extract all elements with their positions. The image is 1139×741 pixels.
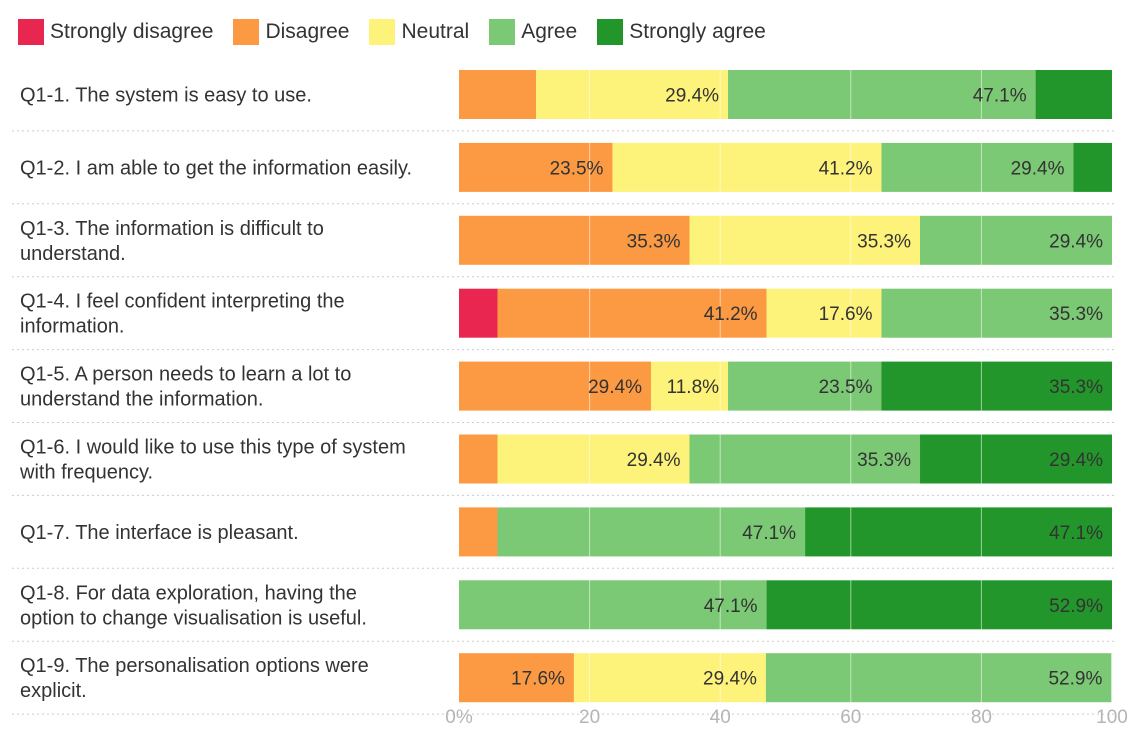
bar-segment [459,507,498,557]
segment-label: 23.5% [819,377,873,398]
bar-segment [459,215,690,265]
bar-segment [459,70,537,119]
x-tick-label: 100 [1096,707,1128,728]
legend-swatch [489,19,516,45]
segment-label: 35.3% [1049,304,1103,325]
segment-label: 23.5% [550,158,604,179]
x-tick-label: 40 [710,707,731,728]
bar-segment [920,215,1112,265]
bar-segment [459,580,767,630]
legend-item: Strongly disagree [18,19,213,45]
bar-segment [689,434,921,484]
legend-swatch [233,19,260,45]
bar-segment [805,507,1112,557]
bar-segment [459,142,613,192]
segment-label: 47.1% [973,86,1027,107]
bar-segment [612,142,882,192]
segment-label: 47.1% [1049,523,1103,544]
segment-label: 35.3% [857,450,911,471]
bar-segment [881,361,1112,411]
bar-segment [1035,70,1112,119]
x-tick-label: 80 [971,707,992,728]
bar-segment [459,361,651,411]
segment-label: 29.4% [627,450,681,471]
x-tick-label: 20 [579,707,600,728]
question-label: Q1-7. The interface is pleasant. [20,522,299,544]
bar-segment [765,653,1112,703]
bar-segment [1073,142,1112,192]
x-tick-label: 60 [840,707,861,728]
bar-segment [728,70,1036,119]
legend-label: Agree [521,20,578,43]
bar-segment [497,288,767,338]
bar-segment [689,215,921,265]
bar-segment [766,288,882,338]
legend-label: Neutral [401,20,470,43]
bar-segment [497,507,806,557]
question-label: Q1-8. For data exploration, having the op… [20,582,367,629]
question-label: Q1-2. I am able to get the information e… [20,157,412,179]
bar-segment [920,434,1112,484]
segment-label: 47.1% [704,596,758,617]
segment-label: 29.4% [588,377,642,398]
segment-label: 29.4% [703,669,757,690]
bar-segment [881,142,1074,192]
bar-segment [459,288,498,338]
segment-label: 41.2% [704,304,758,325]
question-label: Q1-6. I would like to use this type of s… [19,437,406,484]
bar-segment [728,361,882,411]
segment-label: 35.3% [1049,377,1103,398]
question-label: Q1-4. I feel confident interpreting the i… [20,291,345,338]
segment-label: 52.9% [1048,669,1102,690]
segment-label: 52.9% [1049,596,1103,617]
segment-label: 11.8% [667,377,720,398]
segment-label: 29.4% [665,86,719,107]
legend-label: Disagree [265,20,350,43]
legend-item: Neutral [369,19,469,45]
bar-segment [650,361,729,411]
bar-segment [497,434,690,484]
legend-label: Strongly agree [629,20,766,43]
segment-label: 29.4% [1049,450,1103,471]
question-label: Q1-9. The personalisation options were ex… [20,655,369,702]
legend-swatch [369,19,396,45]
segment-label: 41.2% [819,158,873,179]
x-tick-label: 0% [445,707,473,728]
segment-label: 17.6% [819,304,873,325]
question-label: Q1-1. The system is easy to use. [20,85,312,107]
bar-segment [459,653,574,703]
bar-segment [766,580,1112,630]
question-label: Q1-3. The information is difficult to und… [20,218,324,265]
bars-group [459,70,1112,703]
bar-segment [881,288,1112,338]
legend-swatch [597,19,624,45]
legend-swatch [18,19,44,45]
segment-label: 35.3% [627,231,681,252]
legend-item: Strongly agree [597,19,766,45]
bar-segment [459,434,498,484]
bar-segment [573,653,766,703]
segment-label: 17.6% [511,669,565,690]
question-label: Q1-5. A person needs to learn a lot to un… [20,364,351,411]
legend-item: Disagree [233,19,349,45]
segment-label: 29.4% [1049,231,1103,252]
bar-segment [536,70,729,119]
legend-label: Strongly disagree [50,20,214,43]
segment-label: 35.3% [857,231,911,252]
segment-label: 29.4% [1011,158,1065,179]
segment-label: 47.1% [742,523,796,544]
legend-item: Agree [489,19,577,45]
chart-legend: Strongly disagree Disagree Neutral Agree Str… [18,14,786,50]
